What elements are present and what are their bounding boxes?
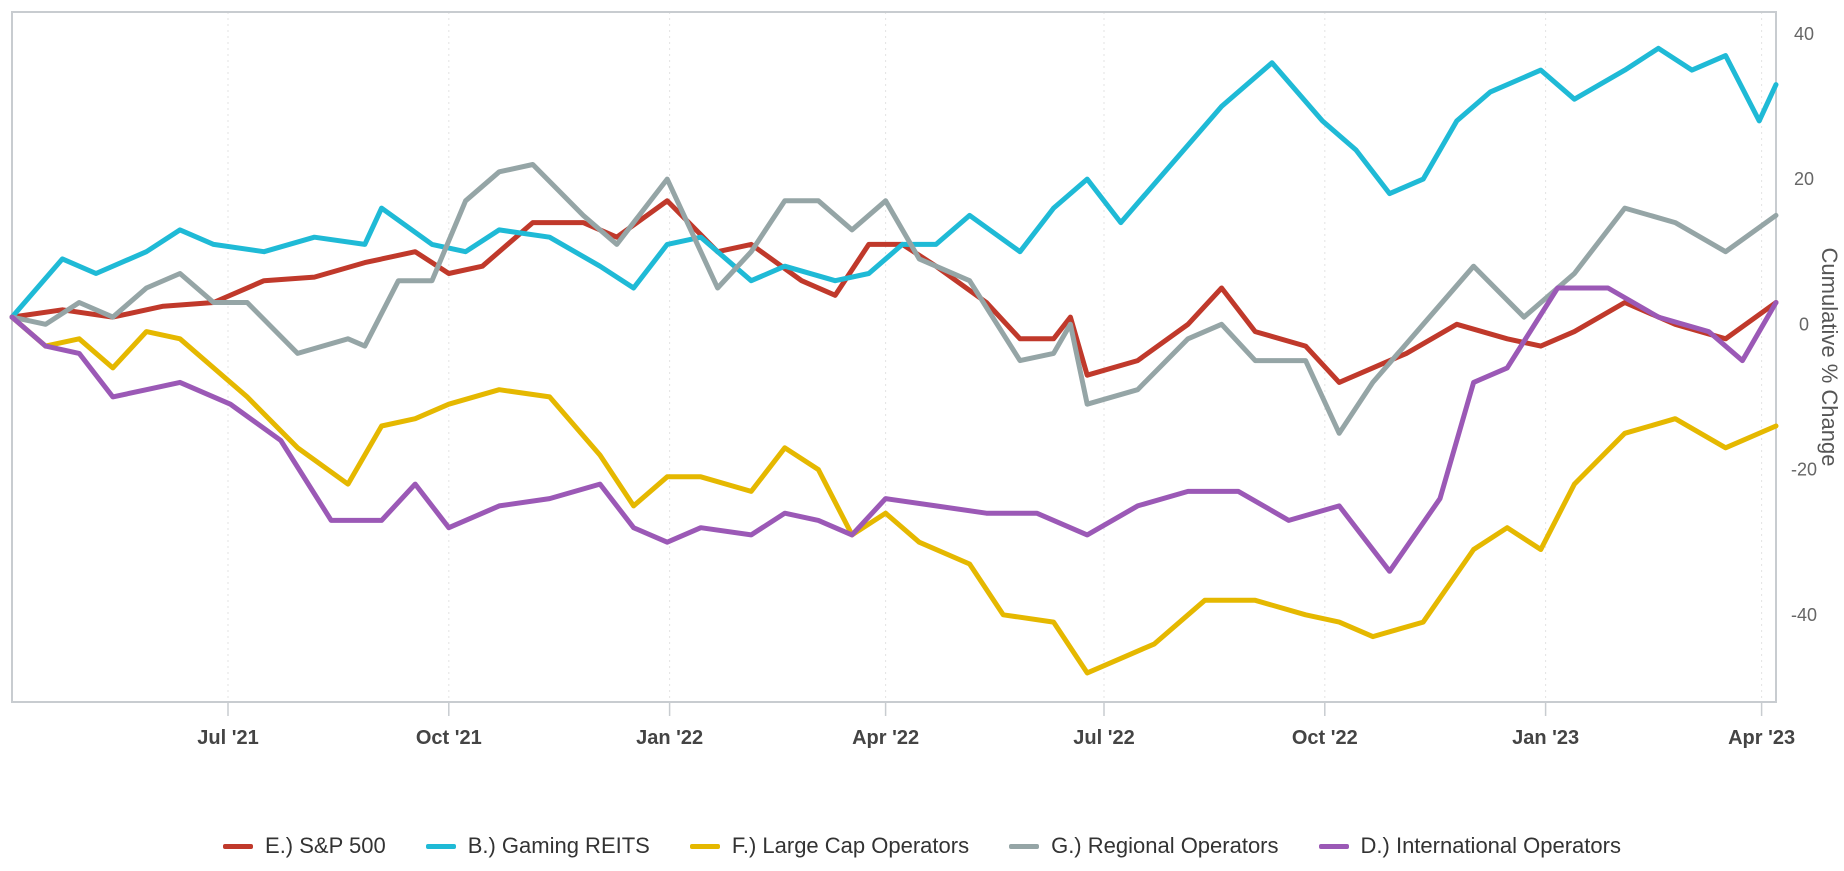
x-tick-label: Apr '22 bbox=[852, 727, 919, 749]
y-tick-label: -20 bbox=[1791, 460, 1817, 480]
legend-swatch bbox=[689, 843, 720, 849]
series-line bbox=[9, 198, 1779, 385]
x-tick-label: Oct '22 bbox=[1292, 727, 1358, 749]
x-tick-label: Jan '22 bbox=[636, 727, 703, 749]
y-tick-label: -40 bbox=[1791, 605, 1817, 625]
series-line bbox=[9, 162, 1779, 436]
series-line bbox=[9, 314, 1779, 676]
series-line bbox=[9, 45, 1779, 320]
x-tick-label: Jul '21 bbox=[197, 727, 258, 749]
legend-item[interactable]: G.) Regional Operators bbox=[1009, 833, 1279, 859]
x-tick-label: Jan '23 bbox=[1512, 727, 1579, 749]
y-tick-label: 40 bbox=[1794, 24, 1814, 44]
series-lines bbox=[9, 45, 1779, 676]
x-tick-label: Oct '21 bbox=[416, 727, 482, 749]
plot-area bbox=[11, 11, 1777, 703]
legend-label: E.) S&P 500 bbox=[265, 833, 386, 858]
x-axis: Jul '21 Oct '21 Jan '22 Apr '22 Jul '22 Oct '… bbox=[197, 702, 1795, 749]
y-tick-label: 0 bbox=[1799, 314, 1809, 334]
legend-swatch bbox=[1009, 843, 1040, 849]
legend-item[interactable]: B.) Gaming REITS bbox=[425, 833, 650, 859]
x-tick-label: Apr '23 bbox=[1728, 727, 1795, 749]
legend-item[interactable]: D.) International Operators bbox=[1318, 833, 1621, 859]
legend-swatch bbox=[223, 843, 254, 849]
legend-label: F.) Large Cap Operators bbox=[731, 833, 970, 858]
x-gridlines bbox=[227, 12, 1763, 702]
legend: E.) S&P 500 B.) Gaming REITS F.) Large Cap… bbox=[0, 826, 1844, 866]
y-axis: 40 20 0 -20 -40 bbox=[1791, 24, 1817, 625]
x-tick-label: Jul '22 bbox=[1073, 727, 1134, 749]
series-line bbox=[9, 285, 1779, 574]
legend-swatch bbox=[425, 843, 456, 849]
legend-label: D.) International Operators bbox=[1360, 833, 1621, 858]
y-tick-label: 20 bbox=[1794, 169, 1814, 189]
legend-item[interactable]: E.) S&P 500 bbox=[223, 833, 386, 859]
legend-swatch bbox=[1318, 843, 1349, 849]
y-axis-title: Cumulative % Change bbox=[1817, 248, 1842, 467]
legend-label: B.) Gaming REITS bbox=[467, 833, 650, 858]
legend-label: G.) Regional Operators bbox=[1051, 833, 1279, 858]
line-chart: Jul '21 Oct '21 Jan '22 Apr '22 Jul '22 Oct '… bbox=[9, 11, 1842, 749]
legend-item[interactable]: F.) Large Cap Operators bbox=[689, 833, 970, 859]
